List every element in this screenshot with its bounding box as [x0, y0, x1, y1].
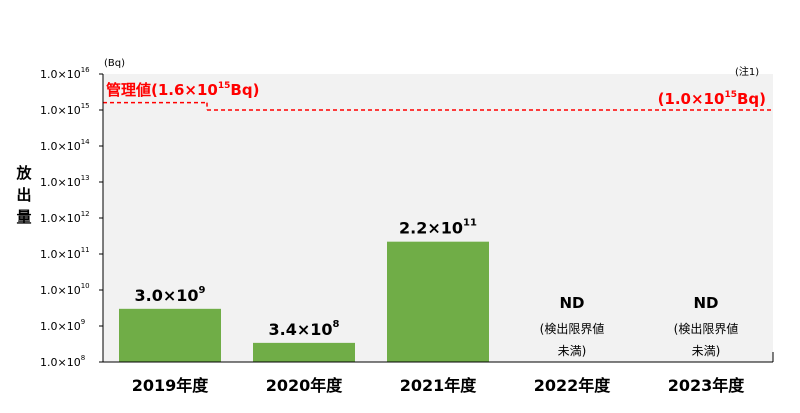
- x-tick-label: 2023年度: [668, 376, 746, 395]
- y-unit: (Bq): [104, 58, 125, 69]
- y-tick-label: 1.0×1015: [40, 102, 90, 117]
- nd-note-line1: (検出限界値: [674, 321, 739, 336]
- y-tick-label: 1.0×1010: [40, 282, 90, 297]
- bar-2021年度: [387, 241, 489, 362]
- note-label: (注1): [735, 65, 759, 78]
- y-tick-label: 1.0×1014: [40, 138, 90, 153]
- y-tick-label: 1.0×1013: [40, 174, 90, 189]
- y-tick-label: 1.0×108: [40, 354, 85, 369]
- x-tick-label: 2021年度: [400, 376, 478, 395]
- data-label: 2.2×1011: [399, 218, 477, 238]
- y-tick-label: 1.0×1016: [40, 66, 90, 81]
- x-tick-label: 2020年度: [266, 376, 344, 395]
- y-axis-label-char-1: 放: [15, 164, 32, 182]
- data-label: 3.4×108: [269, 319, 340, 339]
- bar-2019年度: [119, 308, 221, 362]
- nd-note-line2: 未満): [692, 344, 721, 358]
- y-axis-label-char-2: 出: [16, 186, 31, 204]
- nd-label: ND: [693, 294, 718, 312]
- y-axis-label-char-3: 量: [16, 208, 31, 226]
- nd-note-line1: (検出限界値: [540, 321, 605, 336]
- x-tick-label: 2022年度: [534, 376, 612, 395]
- nd-note-line2: 未満): [558, 344, 587, 358]
- y-tick-label: 1.0×1011: [40, 246, 90, 261]
- nd-label: ND: [559, 294, 584, 312]
- x-tick-label: 2019年度: [132, 376, 210, 395]
- data-label: 3.0×109: [135, 285, 206, 305]
- reference-label-1: 管理値(1.6×1015Bq): [106, 81, 259, 99]
- bar-2020年度: [253, 342, 355, 362]
- y-tick-label: 1.0×109: [40, 318, 85, 333]
- reference-label-2: (1.0×1015Bq): [658, 90, 766, 108]
- y-tick-label: 1.0×1012: [40, 210, 90, 225]
